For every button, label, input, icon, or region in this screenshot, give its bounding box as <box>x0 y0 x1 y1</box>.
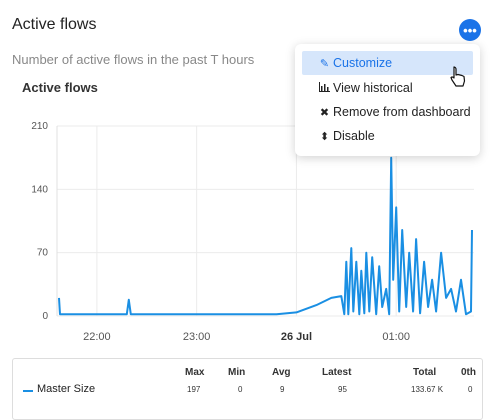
legend-header-0th: 0th <box>461 367 476 378</box>
legend-series-swatch <box>23 390 33 392</box>
legend-value-avg: 9 <box>280 385 285 394</box>
widget-dropdown-menu: ✎ Customize View historical ✖ Remove fro… <box>295 44 480 156</box>
menu-item-disable[interactable]: ⬍ Disable <box>302 124 473 148</box>
y-tick-label: 140 <box>31 184 48 195</box>
legend-header-avg: Avg <box>272 367 291 378</box>
ellipsis-icon: ••• <box>463 22 477 38</box>
legend-header-min: Min <box>228 367 246 378</box>
menu-item-customize[interactable]: ✎ Customize <box>302 51 473 75</box>
close-icon: ✖ <box>319 106 330 119</box>
legend-value-min: 0 <box>238 385 243 394</box>
menu-item-label: Customize <box>333 56 393 70</box>
chart-legend-table: Max Min Avg Latest Total 0th Master Size… <box>12 358 483 420</box>
series-line-master-size <box>58 156 473 316</box>
legend-value-latest: 95 <box>338 385 347 394</box>
x-tick-label: 22:00 <box>83 331 111 343</box>
menu-item-view-historical[interactable]: View historical <box>302 76 473 100</box>
menu-item-remove-from-dashboard[interactable]: ✖ Remove from dashboard <box>302 100 473 124</box>
widget-menu-button[interactable]: ••• <box>459 19 481 41</box>
sort-icon: ⬍ <box>319 130 330 143</box>
legend-value-max: 197 <box>187 385 201 394</box>
menu-item-label: View historical <box>333 81 413 95</box>
legend-series-name[interactable]: Master Size <box>37 383 96 395</box>
x-tick-label: 26 Jul <box>281 331 312 343</box>
bar-chart-icon <box>318 81 331 95</box>
y-tick-label: 210 <box>31 121 48 132</box>
legend-header-max: Max <box>185 367 205 378</box>
x-tick-label: 01:00 <box>382 331 410 343</box>
menu-item-label: Disable <box>333 129 375 143</box>
legend-header-latest: Latest <box>322 367 352 378</box>
widget-title: Active flows <box>12 16 97 33</box>
y-tick-label: 70 <box>37 248 49 259</box>
legend-header-total: Total <box>413 367 437 378</box>
widget-subtitle: Number of active flows in the past T hou… <box>12 52 255 67</box>
chart-title: Active flows <box>22 80 98 95</box>
menu-item-label: Remove from dashboard <box>333 105 471 119</box>
legend-value-0th: 0 <box>468 385 473 394</box>
hand-cursor-icon <box>450 66 466 87</box>
x-tick-label: 23:00 <box>183 331 211 343</box>
legend-value-total: 133.67 K <box>411 385 444 394</box>
edit-icon: ✎ <box>319 57 330 70</box>
y-tick-label: 0 <box>42 311 48 322</box>
line-chart: 0 70 140 210 22:00 23:00 26 Jul 01:00 <box>31 121 474 343</box>
